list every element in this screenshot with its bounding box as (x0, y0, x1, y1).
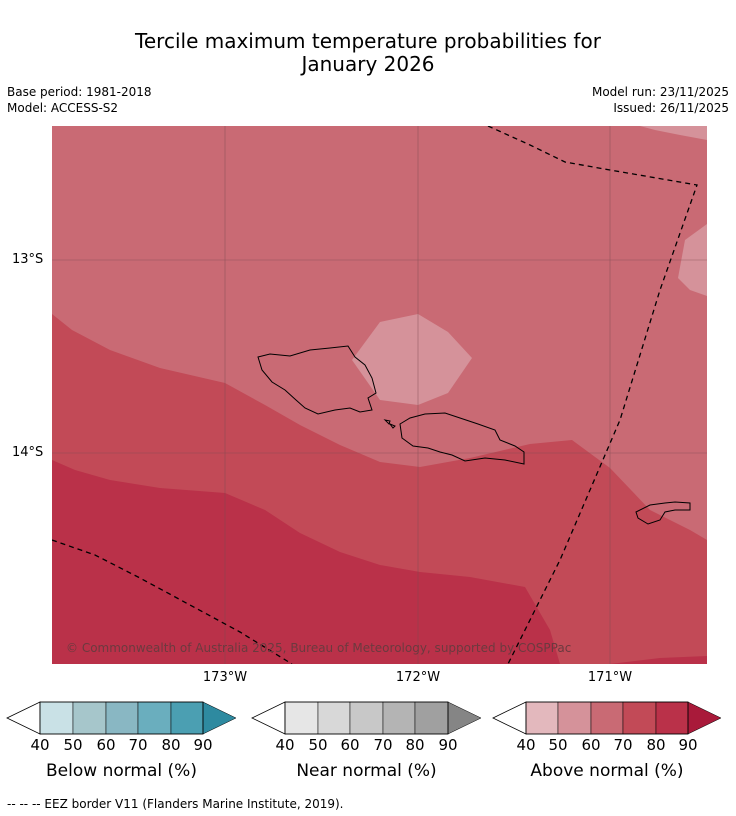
lon-label-173w: 173°W (202, 670, 248, 685)
region-above-50-center (352, 314, 472, 405)
model-name: Model: ACCESS-S2 (7, 101, 119, 115)
legend-above-bar (492, 701, 722, 735)
legend-near-tick: 40 (275, 736, 295, 754)
map (52, 126, 707, 664)
title-line-2: January 2026 (301, 52, 435, 76)
lat-label-13s: 13°S (12, 252, 44, 267)
legend-near-swatch-1 (284, 701, 319, 735)
legend-near-high-arrow (447, 701, 482, 735)
legend-below-swatch-3 (105, 701, 139, 735)
legend-near-tick: 60 (340, 736, 360, 754)
lon-label-171w: 171°W (587, 670, 633, 685)
legend-near-tick: 80 (405, 736, 425, 754)
title-line-1: Tercile maximum temperature probabilitie… (135, 29, 601, 53)
legend-above-swatch-4 (622, 701, 657, 735)
coastlines (257, 345, 691, 525)
legend-above-tick: 90 (678, 736, 698, 754)
copyright-notice: © Commonwealth of Australia 2025, Bureau… (66, 641, 572, 655)
base-period: Base period: 1981-2018 (7, 85, 152, 99)
lon-label-172w: 172°W (395, 670, 441, 685)
legend-above-tick: 80 (646, 736, 666, 754)
legend-above-swatch-1 (525, 701, 559, 735)
legend-below-bar (6, 701, 237, 735)
legend-near-swatch-3 (349, 701, 384, 735)
legend-near-tick: 90 (438, 736, 458, 754)
legend-above-swatch-3 (590, 701, 624, 735)
legend-below-tick: 80 (161, 736, 181, 754)
chart-title: Tercile maximum temperature probabilitie… (0, 30, 736, 76)
legend-colorbars (6, 701, 722, 735)
legend-below-swatch-1 (39, 701, 74, 735)
legend-above-tick: 60 (581, 736, 601, 754)
legend-below-high-arrow (202, 701, 237, 735)
legend-near-swatch-4 (382, 701, 416, 735)
legend-near-title: Near normal (%) (296, 761, 437, 781)
legend-below-swatch-4 (137, 701, 172, 735)
meta-right: Model run: 23/11/2025 Issued: 26/11/2025 (592, 84, 729, 116)
legend-near-swatch-2 (317, 701, 351, 735)
legend-below-swatch-2 (72, 701, 107, 735)
legend-below-low-arrow (6, 701, 41, 735)
legend-near-low-arrow (251, 701, 286, 735)
legend-near-bar (251, 701, 482, 735)
legend-below-swatch-5 (170, 701, 204, 735)
region-above-50-northeast (640, 126, 707, 140)
legend-below-tick: 60 (96, 736, 116, 754)
legend-below-tick: 70 (128, 736, 148, 754)
legend-above-swatch-2 (557, 701, 592, 735)
legend-above-swatch-5 (655, 701, 689, 735)
legend-near-tick: 50 (308, 736, 328, 754)
legend-above-tick: 50 (548, 736, 568, 754)
legend-near-swatch-5 (414, 701, 449, 735)
graticule (52, 126, 707, 664)
legend-above-low-arrow (492, 701, 527, 735)
region-above-80-east (610, 656, 707, 664)
legend-below-tick: 40 (30, 736, 50, 754)
meta-left: Base period: 1981-2018 Model: ACCESS-S2 (7, 84, 152, 116)
eez-border (52, 126, 698, 664)
legend-above-high-arrow (687, 701, 722, 735)
eez-footnote: -- -- -- EEZ border V11 (Flanders Marine… (7, 797, 344, 811)
legend-below-tick: 90 (193, 736, 213, 754)
legend-near-tick: 70 (373, 736, 393, 754)
region-above-80 (52, 460, 560, 664)
legend-above-title: Above normal (%) (530, 761, 684, 781)
legend-below-tick: 50 (63, 736, 83, 754)
model-run: Model run: 23/11/2025 (591, 85, 729, 99)
lat-label-14s: 14°S (12, 445, 44, 460)
legend-above-tick: 70 (613, 736, 633, 754)
legend-below-title: Below normal (%) (46, 761, 197, 781)
legend-above-tick: 40 (516, 736, 536, 754)
issued-date: Issued: 26/11/2025 (613, 101, 729, 115)
